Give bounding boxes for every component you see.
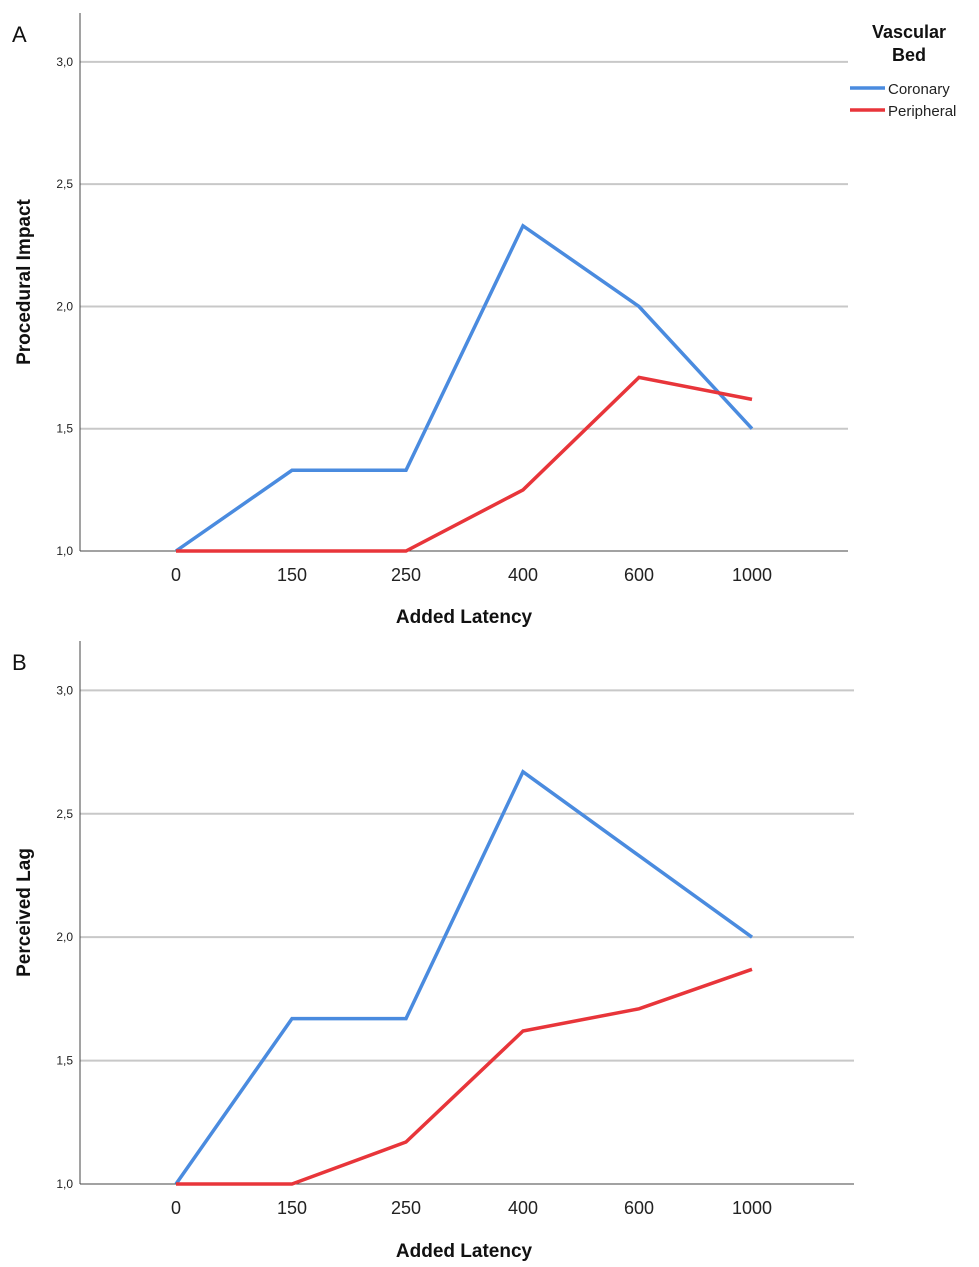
- panel-a-y-tick-label: 2,0: [56, 299, 73, 313]
- panel-b-x-axis-title: Added Latency: [396, 1241, 533, 1262]
- panel-b-series-peripheral-line: [176, 969, 752, 1184]
- panel-a-y-tick-label: 3,0: [56, 55, 73, 69]
- panel-a-y-tick-label: 1,0: [56, 544, 73, 558]
- legend-label-peripheral: Peripheral: [888, 103, 956, 120]
- panel-a-x-tick-label: 0: [171, 565, 181, 585]
- legend-label-coronary: Coronary: [888, 81, 950, 98]
- panel-a-x-tick-label: 150: [277, 565, 307, 585]
- panel-a-x-axis-title: Added Latency: [396, 607, 533, 628]
- panel-b-x-tick-label: 1000: [732, 1198, 772, 1218]
- panel-b-y-tick-label: 2,5: [56, 807, 73, 821]
- panel-b-x-tick-label: 0: [171, 1198, 181, 1218]
- panel-b-series-coronary-line: [176, 772, 752, 1184]
- panel-b-label: B: [12, 650, 27, 675]
- panel-b-y-tick-label: 3,0: [56, 683, 73, 697]
- panel-a-series-peripheral-line: [176, 377, 752, 551]
- panel-a-x-tick-label: 1000: [732, 565, 772, 585]
- panel-a-series-coronary-line: [176, 226, 752, 551]
- panel-a-x-tick-label: 600: [624, 565, 654, 585]
- panel-a-y-tick-label: 2,5: [56, 177, 73, 191]
- panel-a-label: A: [12, 22, 27, 47]
- legend: Vascular Bed Coronary Peripheral: [850, 22, 956, 120]
- panel-b-x-tick-label: 400: [508, 1198, 538, 1218]
- panel-a-x-tick-label: 400: [508, 565, 538, 585]
- panel-a-y-axis-title: Procedural Impact: [14, 198, 35, 364]
- panel-b-x-tick-label: 150: [277, 1198, 307, 1218]
- panel-b-x-tick-label: 250: [391, 1198, 421, 1218]
- panel-a: 1,0 1,5 2,0 2,5 3,0 0 150 250 400 600 1000 Added La…: [12, 13, 848, 628]
- panel-b-y-tick-label: 2,0: [56, 930, 73, 944]
- panel-a-x-tick-label: 250: [391, 565, 421, 585]
- panel-b-y-tick-label: 1,5: [56, 1054, 73, 1068]
- legend-title-line1: Vascular: [872, 22, 946, 42]
- panel-b: 1,0 1,5 2,0 2,5 3,0 0 150 250 400 600 1000 Added La…: [12, 641, 854, 1262]
- panel-b-x-tick-label: 600: [624, 1198, 654, 1218]
- panel-b-y-tick-label: 1,0: [56, 1177, 73, 1191]
- panel-a-y-tick-label: 1,5: [56, 422, 73, 436]
- legend-title-line2: Bed: [892, 45, 926, 65]
- panel-b-y-axis-title: Perceived Lag: [14, 848, 35, 977]
